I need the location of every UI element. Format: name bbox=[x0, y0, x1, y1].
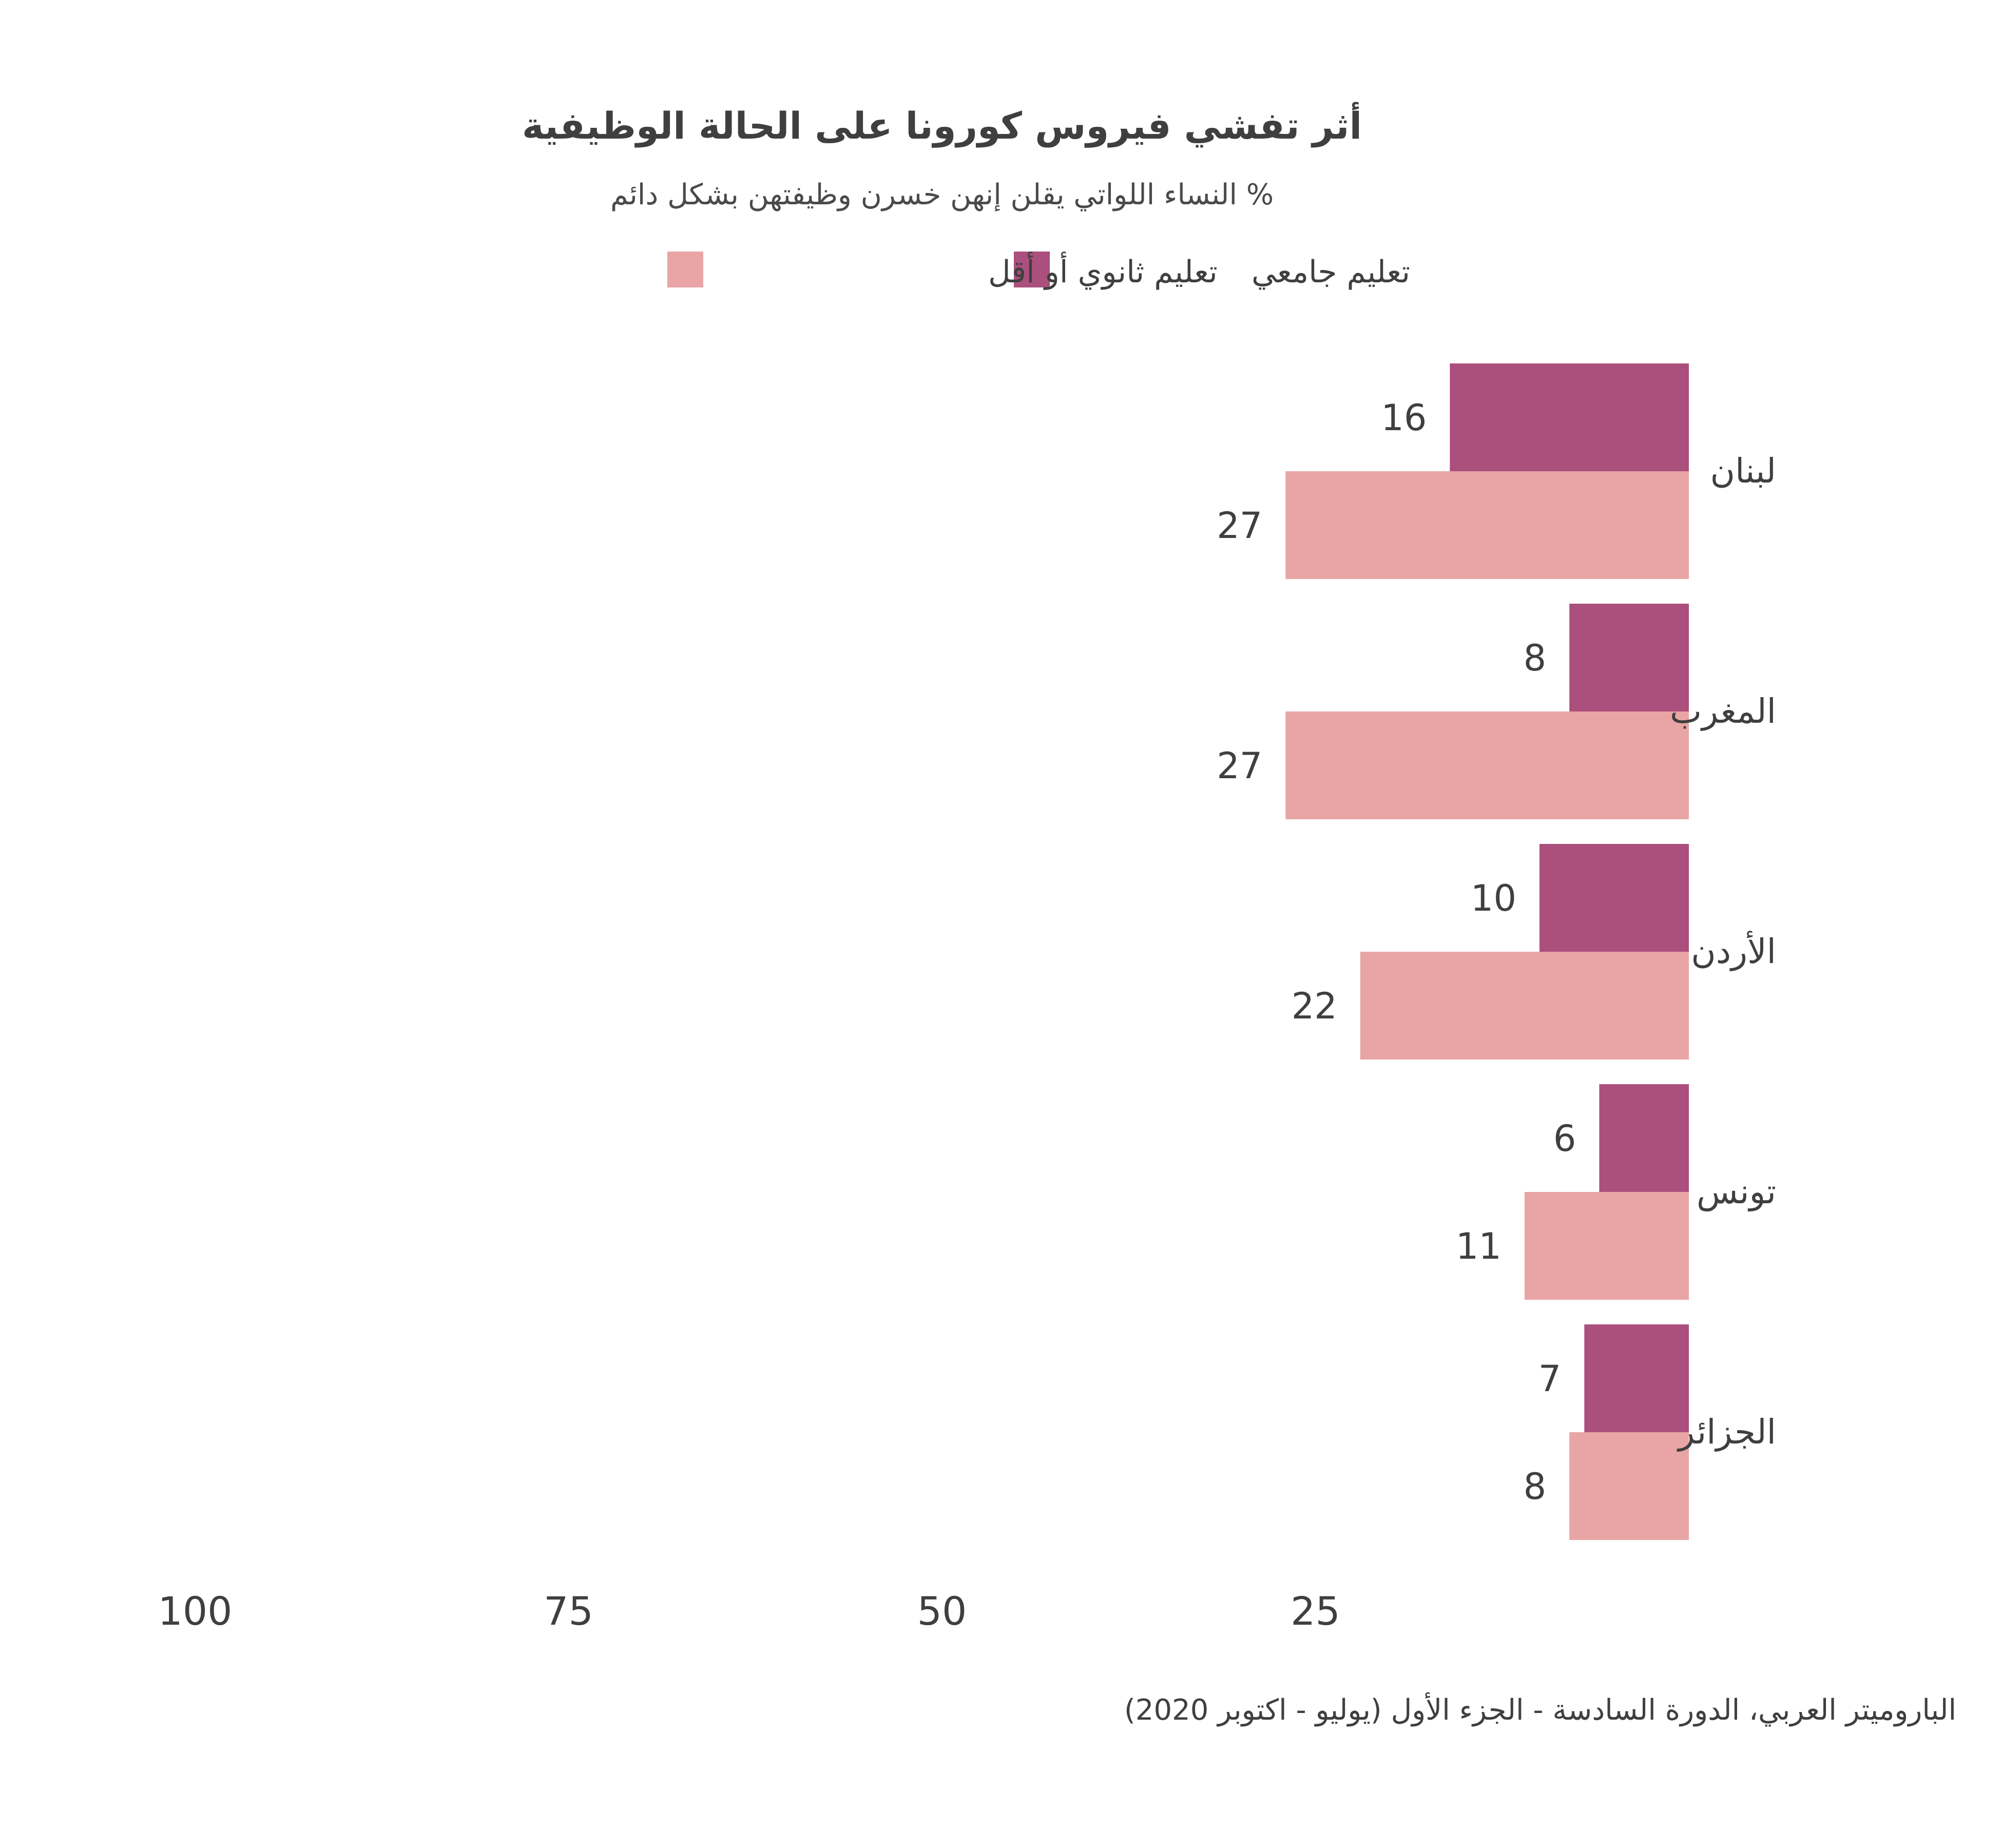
x-axis-ticks: 100 75 50 25 bbox=[158, 1588, 1340, 1634]
value-label-3-1: 11 bbox=[1456, 1225, 1502, 1267]
value-label-1-1: 27 bbox=[1217, 745, 1262, 787]
bar-4-1 bbox=[1569, 1432, 1689, 1540]
x-tick-label-2: 50 bbox=[917, 1588, 967, 1634]
legend: تعليم جامعي تعليم ثانوي أو أقل bbox=[667, 252, 1410, 290]
bar-1-1 bbox=[1285, 711, 1689, 819]
bar-0-0 bbox=[1450, 363, 1689, 471]
bar-3-1 bbox=[1524, 1192, 1689, 1300]
x-tick-label-0: 100 bbox=[158, 1588, 232, 1634]
value-label-4-1: 8 bbox=[1524, 1466, 1547, 1508]
bar-2-1 bbox=[1360, 952, 1689, 1060]
value-label-0-1: 27 bbox=[1217, 505, 1262, 547]
bar-0-1 bbox=[1285, 471, 1689, 579]
value-label-2-1: 22 bbox=[1292, 985, 1337, 1027]
value-labels: 16 27 8 27 10 22 6 11 7 8 bbox=[1217, 397, 1576, 1508]
category-label-2: الأردن bbox=[1691, 930, 1776, 971]
legend-swatch-secondary bbox=[667, 252, 703, 287]
legend-label-university: تعليم جامعي bbox=[1252, 254, 1410, 290]
value-label-1-0: 8 bbox=[1524, 637, 1547, 679]
chart-subtitle: % النساء اللواتي يقلن إنهن خسرن وظيفتهن … bbox=[610, 178, 1274, 212]
category-labels: لبنان المغرب الأردن تونس الجزائر bbox=[1670, 451, 1776, 1452]
legend-label-secondary: تعليم ثانوي أو أقل bbox=[988, 252, 1218, 290]
value-label-0-0: 16 bbox=[1381, 397, 1427, 439]
source-note: الباروميتر العربي، الدورة السادسة - الجز… bbox=[1124, 1692, 1956, 1727]
value-label-3-0: 6 bbox=[1553, 1118, 1576, 1160]
chart-title: أثر تفشي فيروس كورونا على الحالة الوظيفي… bbox=[522, 102, 1362, 148]
legend-swatch-university bbox=[1014, 252, 1050, 287]
category-label-4: الجزائر bbox=[1677, 1412, 1776, 1452]
value-label-4-0: 7 bbox=[1538, 1358, 1562, 1400]
bar-1-0 bbox=[1569, 604, 1689, 711]
bar-2-0 bbox=[1539, 844, 1689, 952]
bar-3-0 bbox=[1599, 1084, 1689, 1192]
bar-4-0 bbox=[1584, 1324, 1689, 1432]
value-label-2-0: 10 bbox=[1471, 877, 1516, 919]
bars bbox=[1285, 363, 1689, 1540]
x-tick-label-3: 25 bbox=[1291, 1588, 1340, 1634]
x-tick-label-1: 75 bbox=[544, 1588, 593, 1634]
category-label-3: تونس bbox=[1697, 1172, 1776, 1211]
category-label-0: لبنان bbox=[1710, 451, 1776, 491]
category-label-1: المغرب bbox=[1670, 691, 1776, 731]
